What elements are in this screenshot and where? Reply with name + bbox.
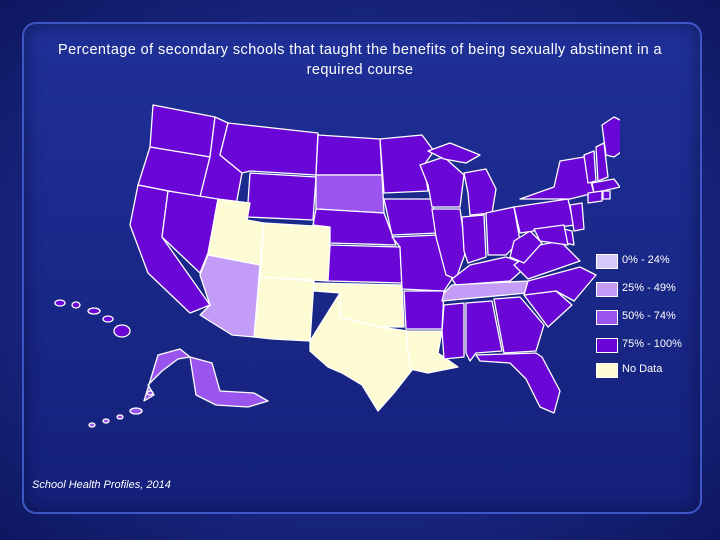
state-alaska	[143, 348, 269, 408]
state-maryland	[533, 224, 569, 246]
state-massachusetts	[591, 178, 620, 194]
legend-label: No Data	[622, 363, 663, 375]
state-georgia	[493, 296, 545, 354]
state-florida	[475, 352, 561, 414]
state-nevada	[161, 190, 219, 274]
state-montana	[219, 122, 319, 176]
legend-swatch	[596, 282, 618, 297]
state-north-carolina	[523, 266, 597, 302]
state-new-hampshire	[595, 142, 609, 182]
state-south-dakota	[315, 174, 385, 214]
state-west-virginia	[509, 230, 543, 264]
state-michigan	[463, 168, 497, 216]
state-new-york	[519, 156, 595, 200]
state-arizona	[199, 254, 261, 338]
hawaii-island	[113, 324, 131, 338]
state-colorado	[259, 222, 331, 282]
state-connecticut	[587, 190, 603, 204]
legend-item: 75% - 100%	[596, 336, 696, 354]
state-kentucky	[451, 256, 529, 286]
state-wyoming	[246, 172, 317, 221]
legend-label: 0% - 24%	[622, 254, 670, 266]
state-rhode-island	[602, 190, 611, 200]
state-new-jersey	[569, 202, 585, 232]
hawaii-island	[102, 315, 114, 323]
state-vermont	[583, 150, 597, 184]
alaska-island	[116, 414, 124, 420]
legend-label: 50% - 74%	[622, 310, 676, 322]
map-title: Percentage of secondary schools that tau…	[58, 42, 662, 78]
state-new-mexico	[253, 276, 315, 342]
state-north-dakota	[315, 134, 383, 176]
alaska-island	[102, 418, 110, 424]
state-mississippi	[441, 302, 465, 360]
alaska-island	[146, 390, 154, 396]
legend-item: 50% - 74%	[596, 308, 696, 326]
legend-swatch	[596, 310, 618, 325]
state-arkansas	[403, 290, 445, 330]
us-choropleth-map	[54, 104, 620, 428]
state-alabama	[465, 300, 503, 362]
hawaii-island	[87, 307, 101, 315]
legend-swatch	[596, 338, 618, 353]
legend-swatch	[596, 363, 618, 378]
legend-label: 25% - 49%	[622, 282, 676, 294]
legend-item: No Data	[596, 361, 696, 379]
state-texas	[309, 292, 417, 412]
state-indiana	[461, 214, 487, 264]
state-michigan-up	[427, 142, 481, 164]
legend-label: 75% - 100%	[622, 338, 682, 350]
alaska-island	[88, 422, 96, 428]
legend-item: 25% - 49%	[596, 280, 696, 298]
hawaii-island	[54, 299, 66, 307]
hawaii-island	[71, 301, 81, 309]
state-kansas	[327, 244, 403, 284]
source-note: School Health Profiles, 2014	[32, 479, 171, 491]
alaska-island	[129, 407, 143, 415]
legend-item: 0% - 24%	[596, 252, 696, 270]
state-iowa	[383, 198, 439, 236]
state-maine	[601, 116, 620, 158]
legend-swatch	[596, 254, 618, 269]
state-nebraska	[312, 208, 397, 246]
